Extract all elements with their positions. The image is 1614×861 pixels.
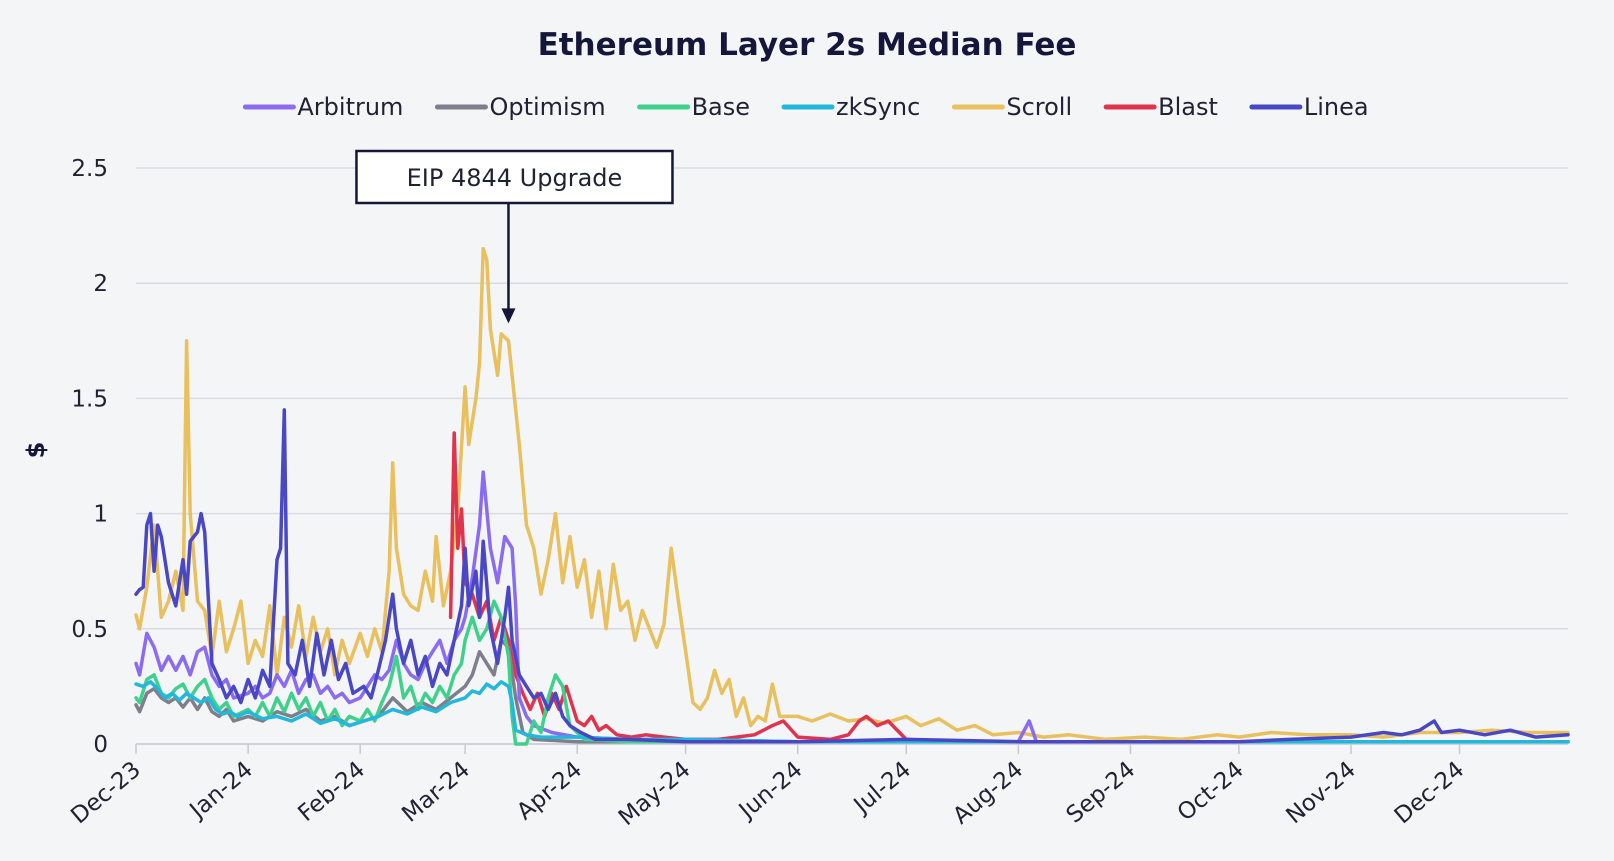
y-axis-label: $ [22,442,50,459]
legend-label-linea: Linea [1304,93,1369,121]
y-tick-label: 2 [93,271,108,297]
annotation: EIP 4844 Upgrade [355,149,674,324]
chart-title: Ethereum Layer 2s Median Fee [538,27,1077,63]
y-tick-label: 1.5 [71,386,108,412]
legend-label-scroll: Scroll [1006,93,1072,121]
legend-label-base: Base [692,93,750,121]
grid-lines [136,167,1568,745]
legend-label-optimism: Optimism [489,93,605,121]
y-tick-label: 0.5 [71,617,108,643]
series-lines [134,246,1570,746]
legend-label-blast: Blast [1158,93,1218,121]
series-line-linea [134,408,1570,744]
series-line-scroll [134,246,1570,742]
legend-label-zksync: zkSync [836,93,920,121]
y-tick-label: 1 [93,502,108,528]
y-tick-label: 2.5 [71,156,108,182]
series-line-base [134,599,1570,746]
legend: Arbitrum Optimism Base zkSync Scroll Blast Lin… [242,93,1369,121]
annotation-box [355,149,674,205]
y-tick-label: 0 [93,732,108,758]
annotation-label: EIP 4844 Upgrade [407,164,623,192]
y-axis-ticks: 0 0.5 1 1.5 2 2.5 [71,156,108,758]
annotation-arrowhead [501,308,516,324]
legend-label-arbitrum: Arbitrum [297,93,403,121]
